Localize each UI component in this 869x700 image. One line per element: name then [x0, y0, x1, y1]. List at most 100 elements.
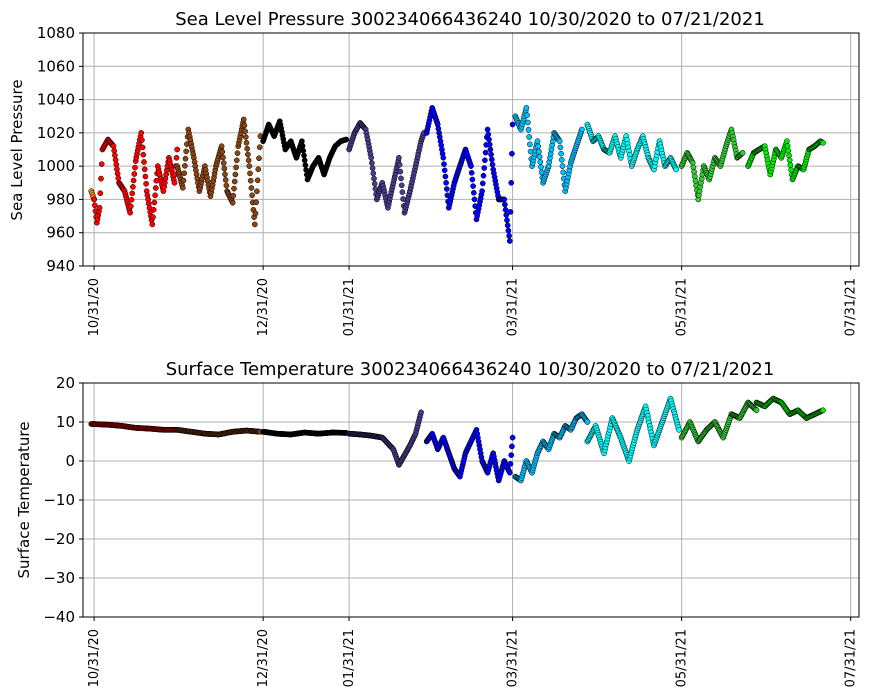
- data-point: [501, 196, 508, 203]
- data-point: [753, 407, 760, 414]
- data-point: [115, 175, 122, 182]
- x-tick-label: 01/31/21: [342, 278, 357, 336]
- data-point: [112, 157, 119, 163]
- data-point: [181, 170, 188, 177]
- data-point: [584, 419, 591, 425]
- x-tick-label: 01/31/21: [342, 629, 357, 687]
- data-point: [246, 163, 253, 169]
- data-point: [535, 143, 542, 150]
- data-point: [509, 443, 515, 450]
- data-point: [223, 182, 230, 189]
- data-point: [506, 232, 512, 239]
- data-point: [396, 154, 402, 161]
- data-point: [418, 409, 424, 416]
- data-point: [256, 155, 262, 162]
- data-series: [260, 118, 350, 183]
- data-point: [485, 131, 492, 138]
- data-point: [244, 145, 251, 152]
- data-point: [481, 165, 488, 171]
- data-series: [753, 395, 826, 421]
- data-point: [182, 155, 189, 162]
- data-point: [488, 151, 494, 158]
- data-point: [507, 209, 514, 215]
- data-point: [183, 148, 190, 155]
- plot-frame: [82, 32, 860, 267]
- data-series: [174, 426, 264, 438]
- data-point: [249, 192, 255, 199]
- data-point: [231, 185, 237, 192]
- data-point: [398, 175, 404, 182]
- data-point: [689, 159, 696, 166]
- data-series: [174, 116, 264, 228]
- data-point: [254, 188, 260, 195]
- data-point: [468, 163, 474, 169]
- data-point: [523, 105, 530, 111]
- data-series: [512, 105, 585, 194]
- data-series: [88, 421, 181, 433]
- data-point: [673, 166, 679, 173]
- data-point: [784, 143, 791, 149]
- data-point: [254, 177, 261, 184]
- data-series: [512, 411, 591, 484]
- data-point: [371, 175, 377, 182]
- data-point: [343, 136, 350, 143]
- data-point: [127, 209, 133, 216]
- data-point: [150, 206, 157, 213]
- data-point: [251, 221, 258, 228]
- x-tick-label: 07/31/21: [844, 278, 859, 336]
- data-series: [745, 138, 826, 183]
- data-point: [399, 189, 406, 195]
- data-point: [534, 138, 541, 145]
- data-point: [369, 165, 376, 172]
- data-point: [486, 141, 493, 148]
- data-point: [509, 434, 516, 441]
- data-point: [785, 147, 792, 154]
- data-point: [151, 199, 158, 206]
- data-point: [557, 144, 564, 151]
- y-tick-label: 1080: [37, 24, 75, 42]
- data-point: [559, 163, 566, 169]
- data-point: [247, 177, 254, 184]
- data-point: [524, 112, 530, 119]
- data-point: [504, 222, 511, 229]
- data-point: [256, 144, 263, 151]
- data-point: [139, 137, 145, 143]
- data-point: [229, 199, 236, 206]
- data-point: [526, 134, 533, 140]
- data-point: [218, 143, 225, 150]
- data-point: [301, 152, 307, 159]
- y-tick-label: −40: [43, 608, 75, 626]
- data-point: [396, 161, 403, 168]
- data-point: [232, 171, 239, 178]
- data-point: [140, 151, 147, 158]
- data-point: [128, 196, 135, 203]
- data-point: [443, 179, 449, 186]
- data-point: [240, 116, 247, 123]
- data-point: [149, 221, 156, 228]
- data-point: [138, 130, 145, 136]
- data-point: [141, 159, 147, 165]
- data-point: [506, 469, 513, 476]
- data-point: [98, 161, 105, 167]
- data-point: [691, 173, 698, 180]
- x-tick-label: 03/31/21: [506, 629, 521, 687]
- data-point: [398, 182, 405, 189]
- data-point: [179, 184, 186, 191]
- data-point: [222, 177, 229, 183]
- data-point: [820, 139, 826, 146]
- data-point: [507, 461, 514, 467]
- data-point: [482, 149, 489, 156]
- data-point: [443, 186, 450, 192]
- data-series: [91, 130, 181, 228]
- data-point: [479, 180, 486, 187]
- data-point: [220, 160, 227, 166]
- data-point: [221, 165, 228, 172]
- y-tick-label: 10: [56, 413, 75, 431]
- x-tick-label: 12/31/20: [256, 278, 271, 336]
- data-point: [536, 153, 543, 160]
- data-point: [524, 119, 531, 126]
- data-point: [152, 185, 159, 191]
- data-point: [245, 157, 252, 164]
- data-point: [370, 170, 377, 177]
